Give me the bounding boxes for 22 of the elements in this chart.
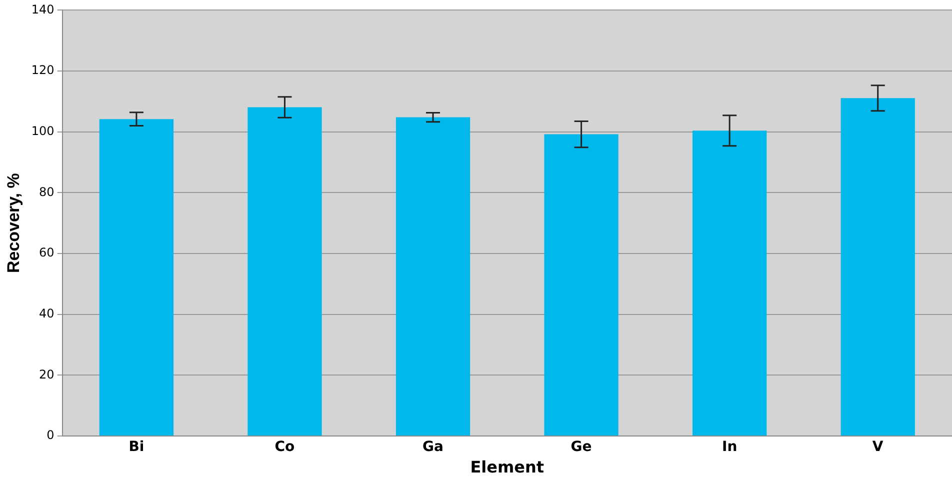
bar [692,130,767,436]
x-tick-label: Ge [570,439,592,456]
bar [248,107,322,436]
x-tick-label: V [872,439,884,456]
x-tick-label: In [722,439,738,456]
bar [396,117,470,436]
bar [99,119,174,436]
y-tick-label: 80 [39,184,54,199]
y-tick-label: 20 [39,367,54,382]
y-tick-label: 40 [39,306,54,320]
x-tick-label: Ga [422,439,444,456]
y-tick-label: 100 [31,124,54,138]
y-tick-label: 140 [31,2,54,16]
y-tick-label: 60 [39,246,54,260]
y-tick-label: 0 [46,428,54,442]
bar [840,98,915,436]
bar [544,134,618,436]
x-axis-title: Element [470,458,544,477]
x-tick-label: Bi [128,439,144,456]
x-tick-label: Co [274,439,296,456]
y-tick-label: 120 [31,63,54,78]
y-axis-title: Recovery, % [4,173,23,274]
